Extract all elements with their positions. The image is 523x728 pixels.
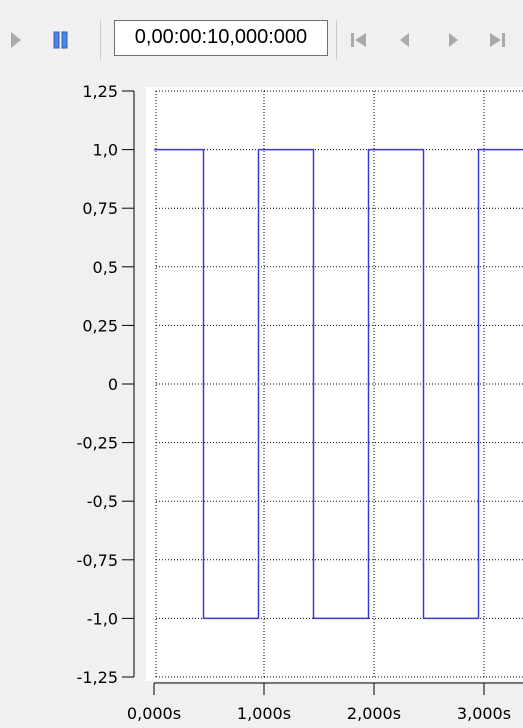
time-position-value: 0,00:00:10,000:000 bbox=[134, 25, 308, 48]
time-position-field[interactable]: 0,00:00:10,000:000 bbox=[114, 20, 328, 56]
skip-to-start-button[interactable] bbox=[344, 22, 374, 58]
x-tick-label: 3,000s bbox=[457, 704, 511, 723]
step-back-button[interactable] bbox=[392, 22, 418, 58]
y-tick-label: 0 bbox=[108, 375, 118, 394]
signal-series-line bbox=[154, 148, 523, 620]
x-tick-label: 2,000s bbox=[347, 704, 401, 723]
skip-to-end-icon bbox=[490, 33, 505, 47]
toolbar-separator bbox=[100, 20, 101, 60]
x-tick-label: 1,000s bbox=[237, 704, 291, 723]
play-button[interactable] bbox=[6, 22, 26, 58]
toolbar-separator bbox=[336, 20, 337, 60]
pause-icon bbox=[53, 31, 68, 49]
skip-to-end-button[interactable] bbox=[482, 22, 512, 58]
y-tick-label: 0,25 bbox=[82, 316, 118, 335]
y-tick-label: 1,25 bbox=[82, 82, 118, 101]
y-tick-label: -1,0 bbox=[87, 609, 118, 628]
playback-toolbar: 0,00:00:10,000:000 bbox=[0, 0, 523, 80]
skip-to-start-icon bbox=[351, 33, 366, 47]
y-tick-label: 0,5 bbox=[93, 258, 118, 277]
play-icon bbox=[11, 32, 21, 48]
y-tick-label: -1,25 bbox=[77, 668, 118, 687]
y-tick-label: -0,5 bbox=[87, 492, 118, 511]
y-tick-label: -0,25 bbox=[77, 434, 118, 453]
pause-button[interactable] bbox=[48, 22, 72, 58]
signal-chart: 1,25 1,0 0,75 0,5 0,25 0 -0,25 -0,5 -0,75 -1,0 -1,… bbox=[77, 82, 523, 723]
step-back-icon bbox=[400, 33, 409, 47]
step-forward-button[interactable] bbox=[440, 22, 466, 58]
y-tick-label: -0,75 bbox=[77, 551, 118, 570]
x-tick-label: 0,000s bbox=[127, 704, 181, 723]
y-tick-label: 0,75 bbox=[82, 199, 118, 218]
y-tick-label: 1,0 bbox=[93, 141, 118, 160]
plot-area bbox=[146, 87, 523, 681]
step-forward-icon bbox=[449, 33, 458, 47]
